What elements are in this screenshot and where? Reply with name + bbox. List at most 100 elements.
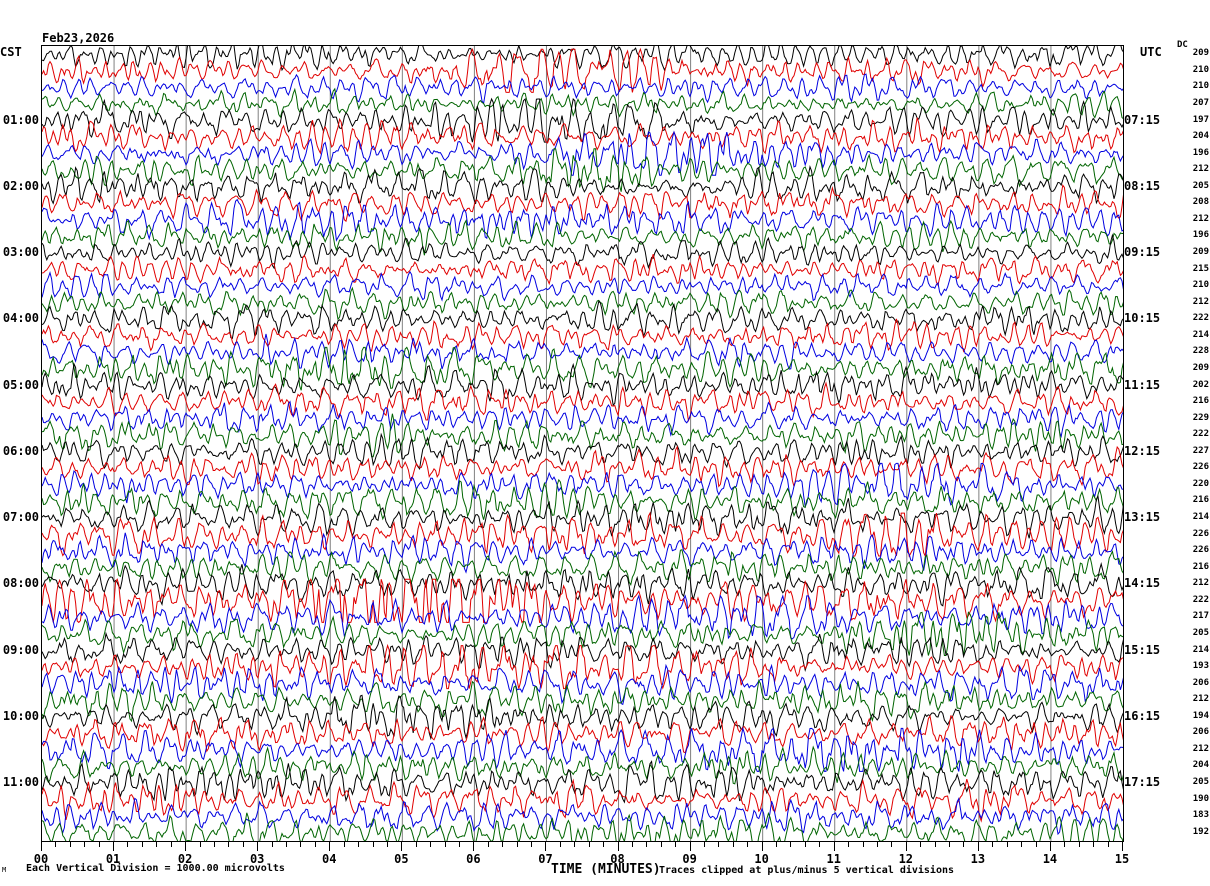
x-axis-minor-tick [704,841,705,847]
x-axis-minor-tick [300,841,302,847]
utc-time-label: 13:15 [1124,510,1161,525]
x-axis-minor-tick [170,841,172,847]
dc-value: 194 [1192,710,1209,721]
dc-value: 183 [1192,810,1209,821]
x-axis-tick-label: 14 [1042,852,1058,866]
x-axis-minor-tick [603,841,605,847]
seismic-trace [42,87,1123,120]
x-axis-minor-tick [631,841,633,847]
seismic-trace [42,400,1123,439]
left-axis-label: CST [0,45,22,59]
x-axis: 00 01 02 03 04 05 06 07 08 09 10 11 12 13 14 15 [34,841,1129,886]
x-axis-title: TIME (MINUTES) [551,862,661,877]
seismic-trace [42,663,1123,706]
seismic-trace [42,286,1123,321]
seismic-trace [42,797,1123,836]
dc-value: 212 [1192,578,1209,589]
x-axis-minor-tick [920,841,922,847]
dc-value: 216 [1192,495,1209,506]
seismic-trace [42,562,1123,607]
x-axis-major-tick [401,841,403,851]
seismic-trace [42,270,1123,302]
x-axis-minor-tick [559,841,561,847]
x-axis-minor-tick [934,841,936,847]
x-axis-minor-tick [891,841,893,847]
dc-value: 210 [1192,81,1209,92]
right-axis-label: UTC [1140,45,1162,59]
units-note: Each Vertical Division = 1000.00 microvo… [26,863,285,874]
seismic-trace [42,130,1123,176]
x-axis-tick-label: 03 [249,852,265,866]
x-axis-major-tick [1122,841,1123,851]
seismic-trace [42,253,1123,287]
seismic-trace [42,198,1123,242]
seismic-trace [42,318,1123,353]
x-axis-tick-label: 07 [538,852,553,866]
seismic-trace [42,413,1123,458]
y-axis-tiny-label: M [2,866,7,874]
dc-value: 212 [1192,694,1209,705]
dc-value: 215 [1192,263,1209,274]
x-axis-minor-tick [444,841,446,847]
seismic-trace [42,760,1123,804]
x-axis-tick-label: 06 [466,852,481,866]
seismic-trace [42,778,1123,823]
cst-time-label: 04:00 [2,311,39,326]
cst-time-label: 06:00 [2,443,39,458]
dc-value: 196 [1192,230,1209,241]
dc-value: 205 [1192,180,1209,191]
seismogram-plot[interactable] [41,45,1124,842]
cst-time-label: 09:00 [2,642,39,657]
seismic-trace [42,432,1123,470]
x-axis-minor-tick [531,841,533,847]
utc-time-label: 10:15 [1124,311,1161,326]
x-axis-tick-label: 12 [898,852,914,866]
x-axis-minor-tick [84,841,86,847]
seismic-trace [42,478,1123,521]
cst-time-labels: 01:00 02:00 03:00 04:00 05:00 06:00 07:00 08:00… [0,0,41,886]
seismic-trace [42,532,1123,574]
x-axis-minor-tick [876,841,878,847]
seismic-trace [42,46,1123,72]
x-axis-minor-tick [819,841,821,847]
x-axis-major-tick [1049,841,1051,851]
dc-value: 214 [1192,329,1209,340]
dc-value: 204 [1192,131,1209,142]
dc-value: 197 [1192,114,1209,125]
x-axis-minor-tick [1035,841,1037,847]
x-axis-tick-label: 01 [105,852,121,866]
x-axis-tick-label: 04 [322,852,337,866]
x-axis-minor-tick [199,841,201,847]
x-axis-minor-tick [963,841,965,847]
seismic-trace [42,164,1123,205]
x-axis-minor-tick [372,841,374,847]
seismic-trace [42,462,1123,509]
dc-value: 205 [1192,627,1209,638]
dc-value-column: 209 210 210 207 197 204 196 212 205 208 212 196 209 2… [1176,0,1210,886]
seismic-trace [42,219,1123,256]
x-axis-minor-tick [271,841,273,847]
dc-value: 222 [1192,313,1209,324]
x-axis-minor-tick [747,841,749,847]
utc-time-label: 15:15 [1124,642,1161,657]
x-axis-tick-label: 13 [970,852,986,866]
x-axis-major-tick [905,841,907,851]
dc-value: 196 [1192,147,1209,158]
clip-note: Traces clipped at plus/minus 5 vertical … [659,865,955,876]
x-axis-minor-tick [1078,841,1080,847]
x-axis-minor-tick [1093,841,1095,847]
dc-value: 214 [1192,644,1209,655]
seismic-trace [42,362,1123,407]
utc-time-label: 17:15 [1124,775,1161,790]
seismic-trace [42,184,1123,223]
x-axis-minor-tick [127,841,129,847]
x-axis-minor-tick [588,841,590,847]
dc-value: 209 [1192,247,1209,258]
x-axis-minor-tick [949,841,951,847]
x-axis-minor-tick [1006,841,1008,847]
seismic-trace [42,47,1123,93]
dc-value: 193 [1192,661,1209,672]
x-axis-minor-tick [358,841,360,847]
cst-time-label: 01:00 [2,112,39,127]
x-axis-tick-label: 08 [610,852,625,866]
